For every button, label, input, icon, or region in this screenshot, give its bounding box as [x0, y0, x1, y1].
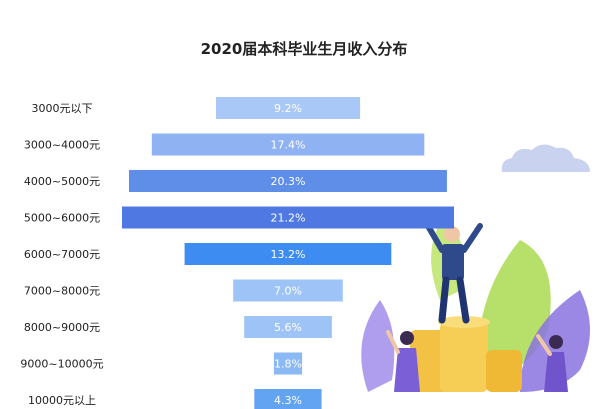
bar-value-label-2: 17.4% [271, 139, 306, 152]
category-label-7: 8000~9000元 [24, 321, 100, 334]
cloud-icon [501, 144, 590, 172]
category-label-1: 3000元以下 [32, 102, 93, 115]
cheering-person-icon [425, 223, 483, 324]
bar-9 [254, 389, 322, 409]
bar-8 [273, 352, 303, 375]
bar-value-label-5: 13.2% [271, 248, 306, 261]
bar-6 [233, 279, 343, 302]
leaf-purple-left-icon [361, 300, 395, 392]
bar-value-label-7: 5.6% [274, 321, 302, 334]
bar-value-label-3: 20.3% [271, 175, 306, 188]
category-label-2: 3000~4000元 [24, 139, 100, 152]
bar-1 [216, 97, 361, 119]
bar-2 [151, 133, 425, 156]
bar-value-label-4: 21.2% [271, 212, 306, 225]
bar-4 [122, 206, 454, 229]
woman-left-icon [386, 330, 420, 392]
category-label-3: 4000~5000元 [24, 175, 100, 188]
woman-right-icon [536, 334, 568, 392]
bar-7 [244, 316, 332, 338]
category-label-9: 10000元以上 [28, 394, 96, 407]
category-label-5: 6000~7000元 [24, 248, 100, 261]
bar-value-label-8: 1.8% [274, 358, 302, 371]
category-label-4: 5000~6000元 [24, 212, 100, 225]
category-label-8: 9000~10000元 [20, 358, 103, 371]
bar-value-label-6: 7.0% [274, 285, 302, 298]
category-label-6: 7000~8000元 [24, 285, 100, 298]
bar-value-label-9: 4.3% [274, 394, 302, 407]
bar-3 [129, 170, 447, 192]
chart-title: 2020届本科毕业生月收入分布 [201, 40, 408, 58]
bar-5 [184, 243, 392, 265]
decorative-illustration [361, 144, 590, 392]
bar-value-label-1: 9.2% [274, 102, 302, 115]
